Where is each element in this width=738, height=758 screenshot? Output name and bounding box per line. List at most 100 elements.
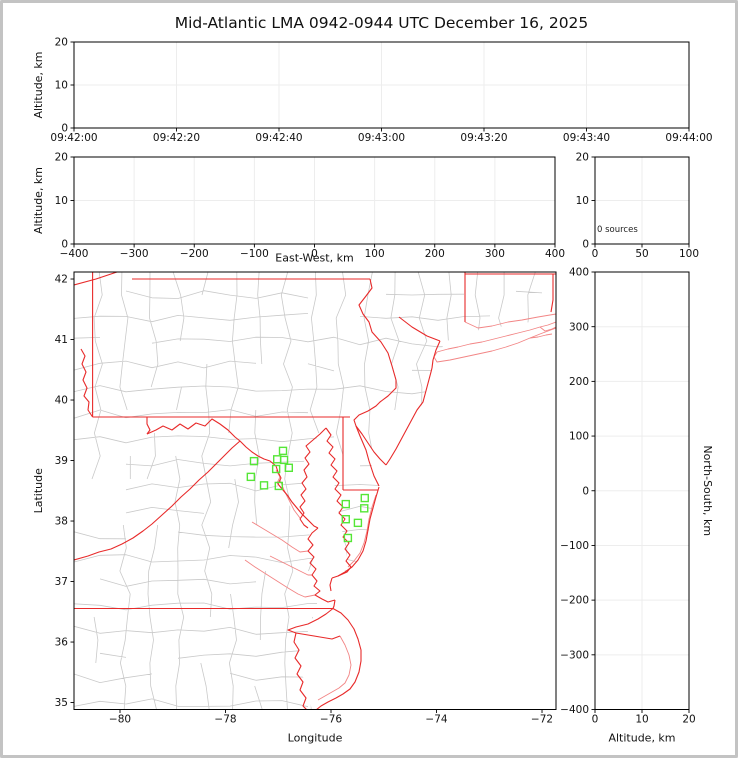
- x-tick-label: 09:44:00: [665, 132, 712, 144]
- chesapeake-west-shore-south: [307, 527, 336, 603]
- x-axis-label-eastwest_height: East-West, km: [275, 252, 353, 265]
- x-tick-label: −200: [180, 248, 209, 260]
- outer-banks: [315, 608, 362, 710]
- x-tick-label: −76: [320, 714, 342, 726]
- x-tick-label: 50: [635, 248, 648, 260]
- x-tick-label: 09:42:00: [50, 132, 97, 144]
- lma-station-marker: [278, 446, 288, 456]
- pamlico-sound-shore: [317, 635, 352, 701]
- y-tick-label: −300: [560, 649, 589, 661]
- lma-station-marker: [353, 518, 363, 528]
- x-tick-label: −78: [214, 714, 236, 726]
- x-tick-label: −300: [120, 248, 149, 260]
- x-tick-label: 09:42:40: [255, 132, 302, 144]
- y-tick-label: 0: [582, 239, 589, 251]
- plot-figure: 09:42:00 09:42:20 09:42:40 09:43:00 09:43:20…: [32, 37, 714, 745]
- wv-va-border: [74, 440, 241, 561]
- chesapeake-bay-fill: [300, 428, 348, 600]
- y-tick-label: 0: [61, 123, 68, 135]
- y-tick-label: −200: [560, 595, 589, 607]
- panel-map: −80 −78 −76 −74 −72 35 36 37 38 39 40 41 42 Longitude…: [32, 271, 557, 745]
- lma-station-marker: [246, 472, 256, 482]
- x-tick-label: 09:42:20: [153, 132, 200, 144]
- hudson-harbor: [431, 340, 441, 369]
- lma-station-marker: [273, 455, 282, 464]
- panel-altitude_histogram: 0 50 100 0 10 20: [576, 152, 699, 260]
- x-tick-label: 200: [425, 248, 445, 260]
- delaware-river-border: [353, 278, 397, 487]
- y-tick-label: 400: [569, 267, 589, 279]
- lma-station-marker: [341, 499, 350, 509]
- lma-station-marker: [341, 515, 350, 524]
- lma-station-marker: [259, 481, 269, 490]
- x-axis-label-northsouth_height: Altitude, km: [608, 732, 675, 745]
- lma-station-marker: [274, 481, 283, 491]
- chesapeake-west-shore: [299, 427, 327, 529]
- long-island-south-shore: [433, 327, 556, 363]
- y-axis-label-right-northsouth_height: North-South, km: [701, 445, 714, 536]
- delmarva-atlantic-coast: [337, 486, 380, 577]
- y-tick-label: 36: [55, 637, 69, 649]
- y-tick-label: 300: [569, 321, 589, 333]
- nj-bay-coast: [355, 425, 387, 466]
- source-count-annotation: 0 sources: [597, 225, 638, 235]
- x-tick-label: −80: [109, 714, 131, 726]
- delaware-bay-fill: [357, 426, 386, 486]
- delmarva-lagoon-line: [347, 494, 377, 568]
- y-axis-label-map: Latitude: [32, 468, 45, 514]
- ny-nj-border: [398, 316, 441, 342]
- panel-northsouth_height: 0 10 20 400 300 200 100 0 −100 −200 −300 −400 Altitu…: [560, 267, 714, 745]
- connecticut-coastline: [464, 313, 556, 329]
- delmarva-tip: [329, 577, 333, 592]
- lma-station-markers: [246, 446, 369, 543]
- y-tick-label: 20: [55, 152, 68, 164]
- y-tick-label: 0: [582, 485, 589, 497]
- x-tick-label: 400: [545, 248, 565, 260]
- panel-time_height: 09:42:00 09:42:20 09:42:40 09:43:00 09:43:20…: [32, 37, 713, 144]
- y-tick-label: 40: [55, 395, 68, 407]
- long-island-north-shore: [436, 321, 556, 353]
- lake-erie-shore: [74, 272, 118, 286]
- x-tick-label: 0: [311, 248, 318, 260]
- x-tick-label: 0: [592, 714, 599, 726]
- x-tick-label: 10: [635, 714, 648, 726]
- y-tick-label: 35: [55, 697, 68, 709]
- va-beach-coast: [332, 599, 336, 609]
- x-tick-label: −72: [531, 714, 553, 726]
- x-tick-label: 09:43:40: [563, 132, 610, 144]
- panel-eastwest_height: −400 −300 −200 −100 0 100 200 300 400 0 10 20 East-W…: [32, 152, 565, 265]
- axes-layer: 09:42:00 09:42:20 09:42:40 09:43:00 09:43:20…: [32, 37, 714, 745]
- y-tick-label: 10: [576, 195, 589, 207]
- y-tick-label: 20: [55, 37, 68, 49]
- york-river: [269, 555, 312, 576]
- y-tick-label: −100: [560, 540, 589, 552]
- y-tick-label: 37: [55, 576, 68, 588]
- y-tick-label: 39: [55, 455, 68, 467]
- y-axis-label-time_height: Altitude, km: [32, 51, 45, 118]
- x-axis-label-map: Longitude: [288, 732, 343, 745]
- ct-ri-border: [550, 274, 554, 313]
- y-tick-label: 10: [55, 80, 68, 92]
- y-tick-label: 100: [569, 431, 589, 443]
- james-river: [244, 559, 316, 598]
- y-tick-label: 42: [55, 274, 68, 286]
- lma-station-marker: [360, 493, 369, 503]
- lma-station-marker: [284, 463, 294, 472]
- lma-station-marker: [249, 456, 259, 466]
- y-axis-label-eastwest_height: Altitude, km: [32, 167, 45, 234]
- x-tick-label: 20: [682, 714, 695, 726]
- nc-mainland-coast: [293, 632, 308, 710]
- plot-title: Mid-Atlantic LMA 0942-0944 UTC December …: [174, 14, 589, 32]
- y-tick-label: 41: [55, 334, 68, 346]
- x-tick-label: 0: [592, 248, 599, 260]
- x-tick-label: 100: [365, 248, 385, 260]
- long-island-south-fork: [529, 333, 553, 339]
- albemarle-sound: [287, 608, 341, 640]
- y-tick-label: 0: [61, 239, 68, 251]
- y-tick-label: −400: [560, 704, 589, 716]
- x-tick-label: 09:43:20: [460, 132, 507, 144]
- lma-station-marker: [271, 464, 281, 474]
- map-geography: [74, 272, 556, 710]
- nj-atlantic-coast: [385, 367, 433, 466]
